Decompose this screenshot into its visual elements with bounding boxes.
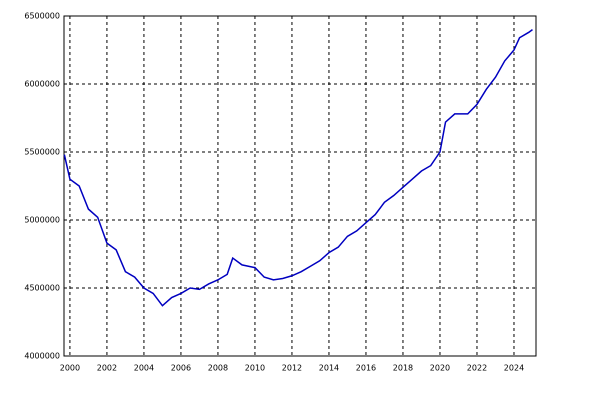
x-tick-label: 2000 (60, 364, 80, 373)
y-tick-label: 6000000 (24, 80, 60, 89)
y-tick-label: 5000000 (24, 216, 60, 225)
x-tick-label: 2024 (504, 364, 524, 373)
x-tick-label: 2012 (282, 364, 302, 373)
x-tick-label: 2018 (393, 364, 413, 373)
x-tick-label: 2002 (97, 364, 117, 373)
x-tick-label: 2006 (171, 364, 191, 373)
x-tick-label: 2022 (467, 364, 487, 373)
x-tick-label: 2020 (430, 364, 450, 373)
line (63, 28, 533, 307)
x-tick-label: 2014 (319, 364, 339, 373)
x-tick-label: 2016 (356, 364, 376, 373)
plot-frame (63, 15, 537, 357)
x-tick-label: 2010 (245, 364, 265, 373)
x-tick-label: 2008 (208, 364, 228, 373)
y-tick-label: 6500000 (24, 12, 60, 21)
x-tick-label: 2004 (134, 364, 154, 373)
y-tick-label: 4000000 (24, 352, 60, 361)
y-tick-label: 5500000 (24, 148, 60, 157)
y-tick-label: 4500000 (24, 284, 60, 293)
